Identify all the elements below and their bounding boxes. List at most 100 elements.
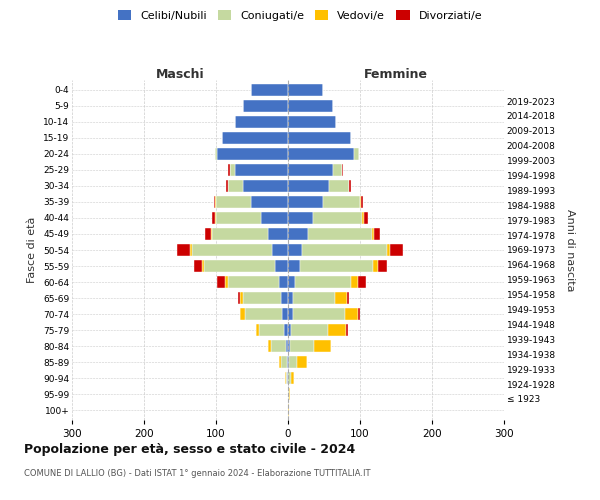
Bar [302,244,388,256]
Bar [308,228,371,240]
Bar [281,292,288,304]
Bar [288,180,329,192]
Bar [280,276,288,288]
Bar [205,228,211,240]
Bar [227,180,244,192]
Bar [281,356,287,368]
Bar [289,388,290,400]
Bar [216,212,260,224]
Bar [288,292,293,304]
Bar [211,228,212,240]
Bar [286,340,288,352]
Bar [374,228,380,240]
Bar [194,260,202,272]
Bar [289,356,296,368]
Bar [217,148,288,160]
Bar [215,196,216,208]
Bar [191,244,272,256]
Bar [361,196,363,208]
Bar [241,292,244,304]
Text: Femmine: Femmine [364,68,428,81]
Bar [354,148,359,160]
Bar [329,180,349,192]
Bar [214,196,215,208]
Bar [352,276,358,288]
Bar [251,196,288,208]
Bar [362,212,364,224]
Bar [296,356,307,368]
Bar [390,244,403,256]
Bar [288,260,299,272]
Y-axis label: Fasce di età: Fasce di età [28,217,37,283]
Legend: Celibi/Nubili, Coniugati/e, Vedovi/e, Divorziati/e: Celibi/Nubili, Coniugati/e, Vedovi/e, Di… [116,8,484,24]
Bar [288,276,295,288]
Bar [278,356,281,368]
Bar [238,292,241,304]
Bar [288,308,293,320]
Bar [288,100,332,112]
Bar [364,212,368,224]
Bar [268,228,288,240]
Bar [371,228,374,240]
Bar [215,212,216,224]
Bar [226,276,227,288]
Bar [347,292,349,304]
Bar [282,308,288,320]
Bar [215,148,217,160]
Bar [342,164,343,176]
Bar [288,372,291,384]
Bar [244,180,288,192]
Bar [358,276,367,288]
Bar [212,228,268,240]
Bar [349,180,350,192]
Bar [217,276,226,288]
Bar [177,244,190,256]
Bar [288,164,332,176]
Bar [256,324,259,336]
Bar [216,196,251,208]
Bar [205,260,275,272]
Bar [244,100,288,112]
Bar [245,308,282,320]
Y-axis label: Anni di nascita: Anni di nascita [565,208,575,291]
Bar [288,196,323,208]
Bar [388,244,390,256]
Bar [323,196,360,208]
Text: COMUNE DI LALLIO (BG) - Dati ISTAT 1° gennaio 2024 - Elaborazione TUTTITALIA.IT: COMUNE DI LALLIO (BG) - Dati ISTAT 1° ge… [24,469,371,478]
Bar [288,212,313,224]
Bar [240,308,245,320]
Bar [345,308,358,320]
Bar [295,276,352,288]
Bar [288,388,289,400]
Bar [288,244,302,256]
Bar [288,340,290,352]
Bar [288,228,308,240]
Bar [313,212,362,224]
Bar [260,212,288,224]
Bar [290,340,314,352]
Bar [284,324,288,336]
Bar [285,372,286,384]
Text: Maschi: Maschi [155,68,205,81]
Bar [314,340,331,352]
Bar [288,132,350,143]
Text: Popolazione per età, sesso e stato civile - 2024: Popolazione per età, sesso e stato civil… [24,442,355,456]
Bar [288,148,354,160]
Bar [202,260,205,272]
Bar [222,132,288,143]
Bar [373,260,378,272]
Bar [212,212,215,224]
Bar [293,308,345,320]
Bar [335,292,347,304]
Bar [227,276,280,288]
Bar [268,340,271,352]
Bar [271,340,286,352]
Bar [259,324,284,336]
Bar [190,244,191,256]
Bar [293,292,335,304]
Bar [288,324,291,336]
Bar [360,196,361,208]
Bar [230,164,235,176]
Bar [291,324,328,336]
Bar [226,180,227,192]
